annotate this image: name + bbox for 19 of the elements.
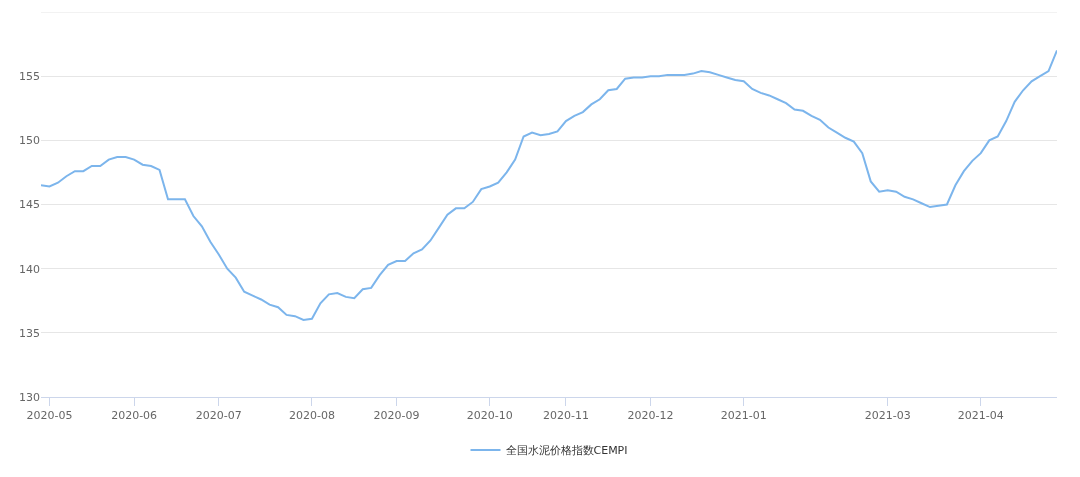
y-tick-label: 140 <box>19 262 40 276</box>
line-series <box>41 49 1057 321</box>
x-tick-label: 2020-07 <box>195 409 242 423</box>
y-tick-label: 150 <box>19 134 40 148</box>
x-tick-label: 2021-03 <box>864 409 911 423</box>
x-tick-label: 2020-10 <box>466 409 513 423</box>
x-tick-label: 2020-08 <box>288 409 335 423</box>
x-tick-label: 2021-04 <box>957 409 1004 423</box>
y-tick-label: 130 <box>19 390 40 404</box>
x-tick-label: 2020-09 <box>373 409 420 423</box>
x-tick-label: 2020-12 <box>627 409 674 423</box>
x-tick-label: 2020-11 <box>542 409 589 423</box>
y-tick-label: 135 <box>19 326 40 340</box>
y-tick-label: 145 <box>19 198 40 212</box>
x-tick-label: 2021-01 <box>720 409 767 423</box>
y-tick-label: 155 <box>19 70 40 84</box>
x-tick-label: 2020-05 <box>26 409 73 423</box>
x-tick-label: 2020-06 <box>111 409 158 423</box>
legend-label: 全国水泥价格指数CEMPI <box>505 444 628 458</box>
